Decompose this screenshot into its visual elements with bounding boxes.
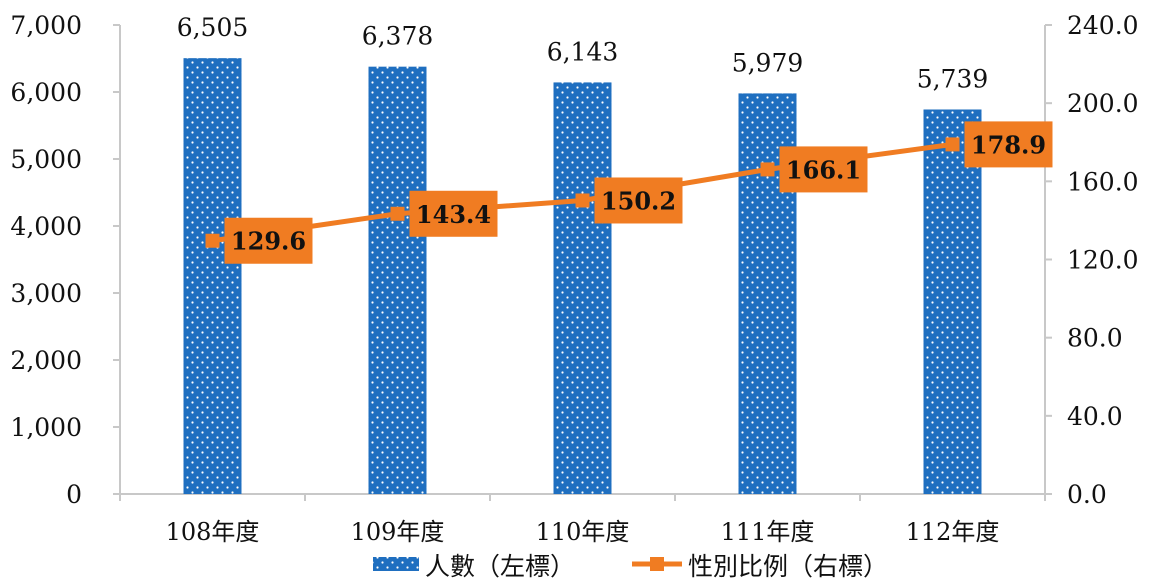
x-tick-label: 110年度 bbox=[536, 518, 630, 546]
right-tick-label: 240.0 bbox=[1067, 11, 1139, 40]
legend-line-label: 性別比例（右標） bbox=[688, 552, 888, 581]
line-marker bbox=[390, 206, 405, 221]
line-label-box bbox=[779, 146, 868, 193]
line-marker bbox=[575, 193, 590, 208]
line-label-box bbox=[964, 121, 1053, 168]
x-tick-label: 108年度 bbox=[166, 518, 260, 546]
x-tick-label: 111年度 bbox=[721, 518, 815, 546]
legend-bar-swatch bbox=[373, 557, 419, 571]
legend-bar-label: 人數（左標） bbox=[425, 552, 575, 581]
left-tick-label: 2,000 bbox=[10, 346, 82, 375]
right-tick-label: 0.0 bbox=[1067, 480, 1107, 509]
x-tick-label: 109年度 bbox=[351, 518, 445, 546]
legend: 人數（左標） 性別比例（右標） bbox=[373, 552, 888, 581]
bar bbox=[183, 58, 242, 494]
bar bbox=[368, 66, 427, 494]
bar-data-label: 6,143 bbox=[547, 37, 619, 66]
right-tick-label: 80.0 bbox=[1067, 324, 1123, 353]
tick-labels: 0 1,000 2,000 3,000 4,000 5,000 6,000 7,000 0.0 4… bbox=[10, 11, 1138, 546]
bar-series: 6,505 6,378 6,143 5,979 5,739 bbox=[177, 13, 989, 495]
line-data-label: 143.4 bbox=[416, 200, 491, 229]
bar bbox=[923, 109, 982, 494]
line-label-box bbox=[409, 190, 498, 237]
right-tick-label: 160.0 bbox=[1067, 167, 1139, 196]
bar-data-label: 6,505 bbox=[177, 13, 249, 42]
line-data-label: 178.9 bbox=[971, 130, 1046, 159]
left-tick-label: 6,000 bbox=[10, 78, 82, 107]
bar-data-label: 6,378 bbox=[362, 22, 434, 51]
left-tick-label: 5,000 bbox=[10, 145, 82, 174]
line-series: 129.6 143.4 150.2 166.1 178.9 bbox=[205, 121, 1053, 264]
line-marker bbox=[205, 233, 220, 248]
line-data-label: 150.2 bbox=[601, 186, 676, 215]
line-data-label: 129.6 bbox=[231, 227, 306, 256]
line-data-label: 166.1 bbox=[786, 155, 861, 184]
right-tick-label: 120.0 bbox=[1067, 246, 1139, 275]
legend-line-marker bbox=[650, 557, 664, 571]
right-tick-label: 40.0 bbox=[1067, 402, 1123, 431]
left-tick-label: 3,000 bbox=[10, 279, 82, 308]
right-tick-label: 200.0 bbox=[1067, 89, 1139, 118]
left-tick-label: 1,000 bbox=[10, 413, 82, 442]
left-tick-label: 7,000 bbox=[10, 11, 82, 40]
bar bbox=[553, 82, 612, 494]
line-label-box bbox=[224, 217, 313, 264]
bar-data-label: 5,739 bbox=[917, 64, 989, 93]
left-tick-label: 0 bbox=[66, 480, 82, 509]
line-marker bbox=[760, 162, 775, 177]
line-marker bbox=[945, 137, 960, 152]
left-tick-label: 4,000 bbox=[10, 212, 82, 241]
line-label-box bbox=[594, 177, 683, 224]
bar-data-label: 5,979 bbox=[732, 48, 804, 77]
x-tick-label: 112年度 bbox=[906, 518, 1000, 546]
